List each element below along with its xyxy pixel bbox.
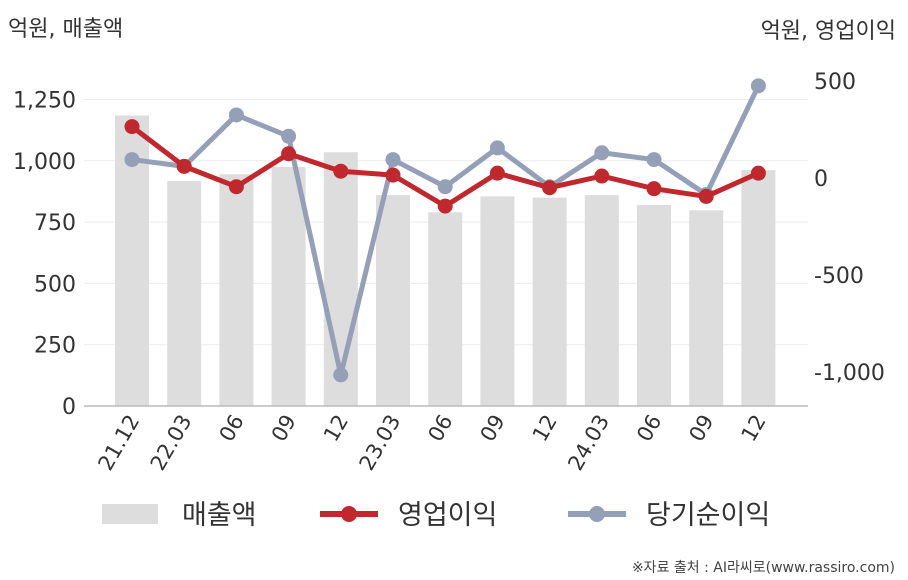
right-tick-label: -1,000 [814, 361, 885, 386]
bar [584, 195, 619, 406]
lines [124, 78, 766, 383]
x-tick-label: 12 [319, 411, 353, 446]
series-point [385, 167, 401, 183]
bar [219, 174, 254, 406]
bar [480, 196, 515, 406]
series-point [750, 165, 766, 181]
series-point [594, 168, 610, 184]
bars [115, 115, 776, 407]
bar [167, 180, 202, 406]
bar [689, 210, 724, 406]
series-point [437, 179, 453, 195]
x-tick-label: 09 [476, 411, 510, 446]
series-point [124, 152, 140, 168]
series-point [594, 145, 610, 161]
left-tick-label: 750 [34, 211, 76, 236]
series-point [385, 152, 401, 168]
bar [376, 195, 410, 406]
x-tick-label: 12 [737, 411, 771, 446]
series-point [176, 158, 192, 174]
x-tick-label: 09 [684, 411, 718, 446]
left-tick-label: 500 [34, 272, 76, 297]
x-tick-label: 24.03 [563, 411, 614, 475]
series-point [281, 128, 297, 144]
source-text: ※자료 출처 : AI라씨로(www.rassiro.com) [632, 560, 895, 576]
right-ticks: -1,000 -500 0 500 [814, 70, 885, 386]
bar [428, 212, 463, 406]
series-point [489, 165, 505, 181]
right-tick-label: 0 [814, 167, 828, 192]
x-ticks: 21.12 22.03 06 09 12 23.03 06 09 12 24.03 06 09 12 [93, 411, 770, 475]
bar [532, 197, 567, 406]
series-point [281, 146, 297, 162]
x-tick-label: 12 [528, 411, 562, 446]
x-tick-label: 06 [632, 411, 666, 446]
legend-marker-operating [341, 506, 357, 522]
right-tick-label: 500 [814, 70, 856, 95]
series-point [646, 181, 662, 197]
series-point [750, 78, 766, 94]
legend-label-revenue: 매출액 [182, 500, 257, 531]
left-unit-label: 억원, 매출액 [8, 17, 123, 42]
x-tick-label: 23.03 [354, 411, 405, 475]
legend-label-operating: 영업이익 [398, 500, 497, 531]
series-point [124, 119, 140, 135]
series-point [333, 367, 349, 383]
series-point [698, 188, 714, 204]
legend-swatch-revenue [102, 504, 158, 524]
bar [271, 166, 306, 406]
series-point [542, 180, 558, 196]
x-tick-label: 22.03 [146, 411, 197, 475]
x-tick-label: 06 [215, 411, 249, 446]
left-tick-label: 1,250 [13, 89, 76, 114]
right-tick-label: -500 [814, 264, 864, 289]
left-tick-label: 1,000 [13, 150, 76, 175]
left-tick-label: 0 [62, 395, 76, 420]
x-tick-label: 06 [423, 411, 457, 446]
bar [637, 204, 671, 406]
series-point [489, 140, 505, 156]
right-unit-label: 억원, 영업이익 [761, 19, 896, 44]
legend-marker-net [589, 506, 605, 522]
series-point [228, 179, 244, 195]
x-tick-label: 21.12 [93, 411, 144, 475]
x-tick-label: 09 [267, 411, 301, 446]
left-ticks: 0 250 500 750 1,000 1,250 [13, 89, 76, 421]
series-point [437, 198, 453, 214]
bar [741, 170, 776, 406]
legend: 매출액 영업이익 당기순이익 [102, 500, 770, 531]
series-point [646, 152, 662, 168]
series-point [333, 163, 349, 179]
legend-label-net: 당기순이익 [646, 500, 770, 531]
series-point [228, 107, 244, 123]
left-tick-label: 250 [34, 334, 76, 359]
